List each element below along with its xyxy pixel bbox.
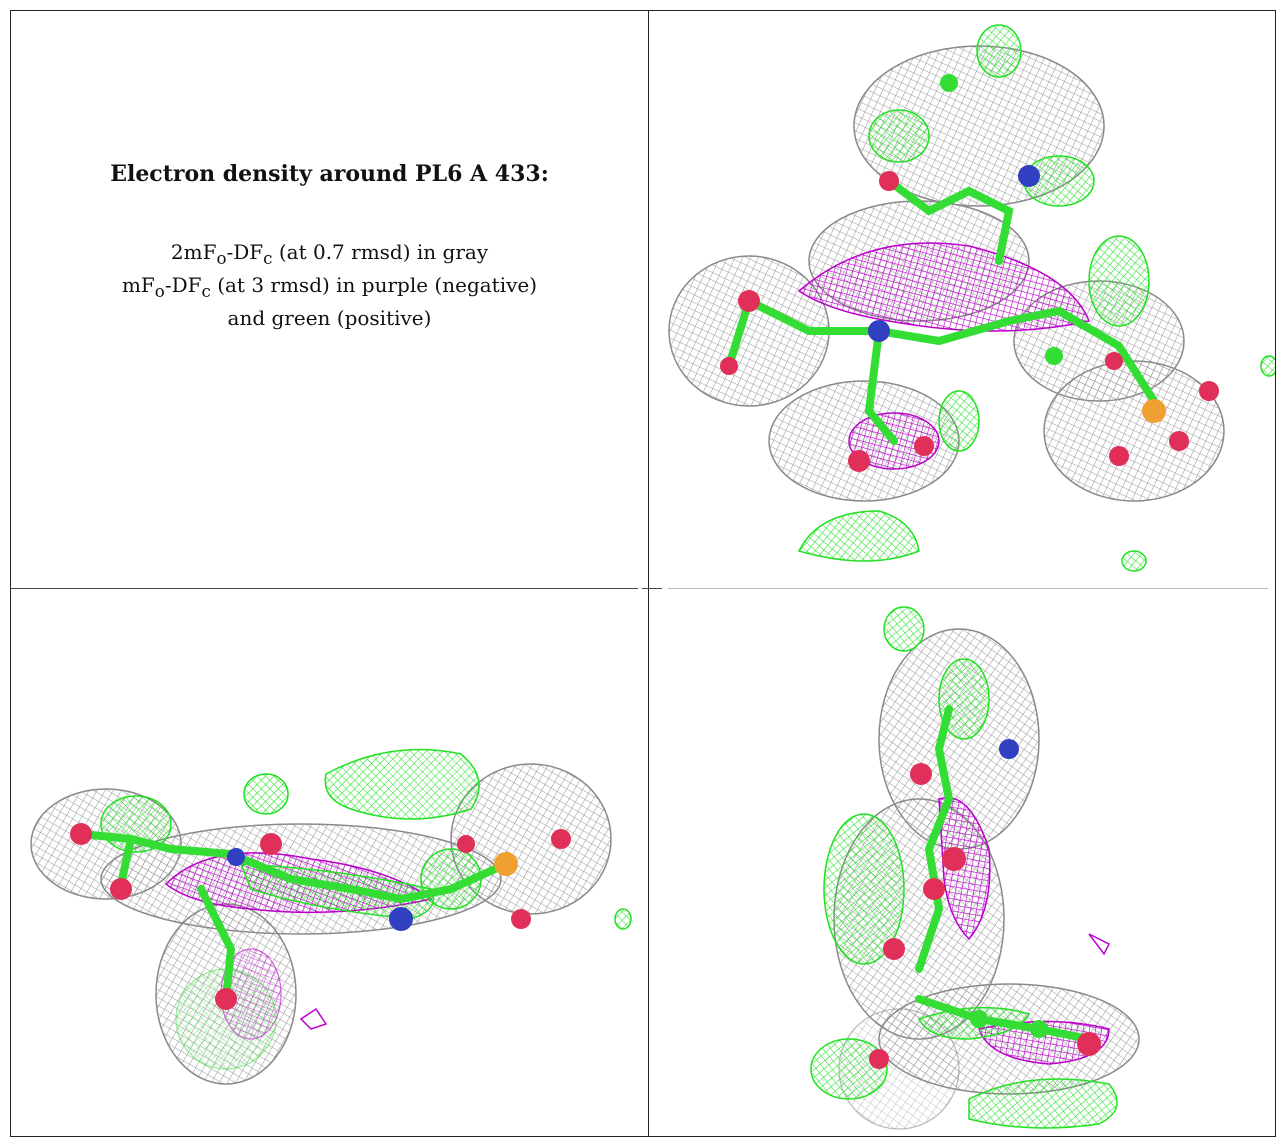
density-view-bottom-right	[649, 589, 1275, 1136]
density-view-bottom-left	[11, 589, 648, 1136]
green-mesh	[797, 24, 1275, 572]
table-border-top	[10, 10, 1276, 11]
density-render-2	[30, 748, 632, 1085]
table-border-left	[10, 10, 11, 1137]
density-render-3	[810, 606, 1140, 1130]
caption-block: Electron density around PL6 A 433: 2mFo-…	[11, 161, 648, 331]
purple-mesh	[938, 796, 1111, 1065]
map2-label-a: mF	[121, 273, 155, 297]
map1-sub-c: c	[263, 249, 273, 268]
table-border-bottom	[10, 1136, 1276, 1137]
figure-table: Electron density around PL6 A 433: 2mFo-…	[10, 10, 1276, 1137]
caption-cell: Electron density around PL6 A 433: 2mFo-…	[11, 11, 648, 588]
atom-spheres	[869, 739, 1101, 1069]
atom-spheres	[720, 74, 1219, 472]
map2-sub-c: c	[201, 282, 211, 301]
legend-line-diff: mFo-DFc (at 3 rmsd) in purple (negative)	[11, 272, 648, 305]
map2-sub-o: o	[154, 282, 165, 301]
table-divider-horizontal-light	[668, 588, 1268, 589]
table-divider-horizontal-fragment	[642, 588, 662, 589]
map1-desc: (at 0.7 rmsd) in gray	[272, 240, 489, 264]
map2-label-b: -DF	[164, 273, 202, 297]
density-render-1	[668, 24, 1275, 572]
atom-spheres	[70, 823, 571, 1010]
density-view-top-right	[649, 11, 1275, 588]
map2-desc: (at 3 rmsd) in purple (negative)	[210, 273, 538, 297]
figure-title: Electron density around PL6 A 433:	[110, 161, 549, 187]
table-divider-vertical	[648, 10, 649, 1137]
legend-line-positive: and green (positive)	[227, 306, 432, 330]
bond-sticks	[725, 177, 1158, 445]
map1-label-a: 2mF	[170, 240, 217, 264]
map1-sub-o: o	[216, 249, 227, 268]
legend-line-gray: 2mFo-DFc (at 0.7 rmsd) in gray	[11, 239, 648, 272]
table-divider-horizontal	[10, 588, 638, 589]
bond-sticks	[915, 705, 1093, 1043]
map1-label-b: -DF	[226, 240, 264, 264]
table-border-right	[1275, 10, 1276, 1137]
